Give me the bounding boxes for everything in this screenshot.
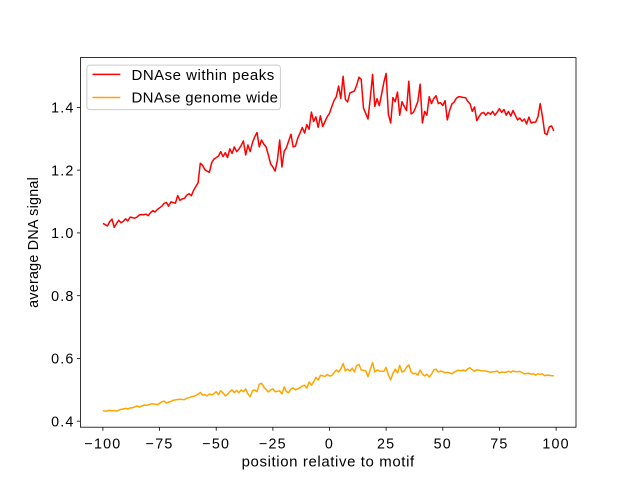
svg-text:−50: −50 <box>202 436 230 452</box>
svg-text:DNAse within peaks: DNAse within peaks <box>132 67 275 84</box>
svg-text:−25: −25 <box>259 436 287 452</box>
svg-text:average DNA signal: average DNA signal <box>26 177 42 308</box>
svg-text:1.4: 1.4 <box>51 101 74 117</box>
svg-text:100: 100 <box>542 436 569 452</box>
svg-text:position relative to motif: position relative to motif <box>242 454 415 471</box>
svg-text:0.8: 0.8 <box>51 289 74 305</box>
svg-text:1.2: 1.2 <box>51 163 74 179</box>
svg-text:−100: −100 <box>84 436 121 452</box>
svg-text:0: 0 <box>325 436 334 452</box>
svg-text:−75: −75 <box>146 436 174 452</box>
svg-text:75: 75 <box>490 436 508 452</box>
svg-text:25: 25 <box>377 436 395 452</box>
svg-text:0.4: 0.4 <box>51 414 74 430</box>
svg-text:0.6: 0.6 <box>51 352 74 368</box>
svg-text:50: 50 <box>434 436 452 452</box>
svg-text:1.0: 1.0 <box>51 226 74 242</box>
svg-text:DNAse genome wide: DNAse genome wide <box>132 90 279 107</box>
